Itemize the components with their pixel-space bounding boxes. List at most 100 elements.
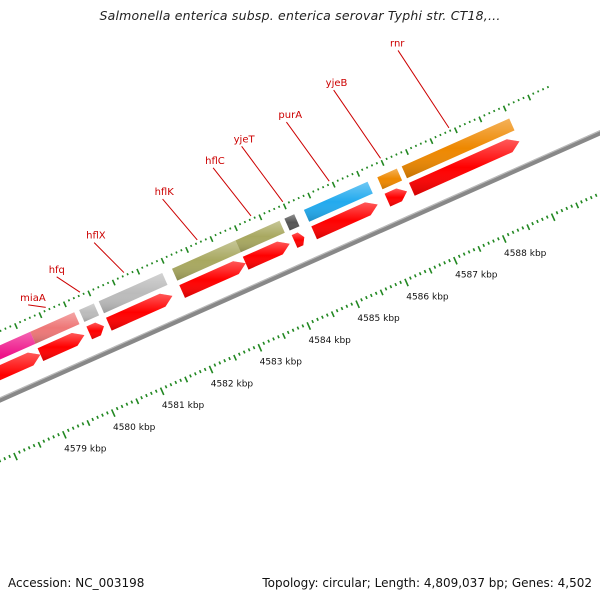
ruler-tick: [379, 289, 384, 296]
top-ruler-tick: [390, 155, 393, 158]
gene-label-miaA[interactable]: miaA: [20, 293, 46, 304]
top-ruler-tick: [185, 246, 190, 254]
ruler-tick: [501, 234, 507, 243]
ruler-tick: [106, 411, 109, 415]
ruler-tick: [3, 456, 7, 461]
top-ruler-tick: [116, 277, 119, 280]
ruler-tick: [321, 315, 324, 319]
gene-box-shade: [303, 181, 373, 222]
top-ruler-tick: [4, 327, 7, 330]
ruler-tick: [42, 439, 46, 443]
orf-arrow-shade: [86, 322, 104, 340]
top-ruler-tick: [395, 153, 398, 156]
top-ruler-tick: [541, 88, 545, 91]
top-ruler-tick: [512, 101, 515, 104]
ruler-tick: [296, 326, 300, 330]
top-ruler-tick: [453, 127, 458, 134]
top-ruler-tick: [532, 92, 535, 95]
label-callout-hfq: [56, 276, 81, 293]
gene-labels: miaA hfq hflX hflK hflC yjeT purA yjeB rnr: [20, 38, 450, 308]
top-ruler-tick: [405, 148, 409, 156]
top-ruler-tick: [9, 325, 12, 328]
orf-arrow-shade: [291, 232, 305, 248]
ruler-tick: [120, 404, 124, 409]
ruler-tick: [101, 413, 104, 417]
top-ruler-tick: [478, 116, 483, 123]
ruler-tick: [203, 367, 207, 372]
top-ruler-tick: [243, 220, 247, 224]
ruler-tick: [91, 417, 95, 422]
top-ruler-tick: [434, 135, 437, 139]
top-ruler-tick: [458, 125, 462, 128]
top-ruler-tick: [53, 305, 56, 309]
gene-box-shade: [235, 220, 285, 253]
kbp-label: 4580 kbp: [113, 423, 156, 433]
top-ruler-tick: [321, 185, 325, 189]
orf-track: [0, 139, 520, 381]
ruler-tick: [541, 217, 544, 221]
ruler-tick: [536, 219, 539, 224]
orf-arrow-shade: [106, 293, 173, 331]
ruler-tick: [262, 341, 266, 346]
top-ruler-tick: [48, 307, 51, 311]
ruler-tick: [286, 330, 290, 335]
top-ruler-tick: [449, 129, 452, 132]
ruler-tick: [291, 328, 295, 332]
ruler-tick: [125, 402, 129, 406]
top-ruler-tick: [155, 259, 159, 263]
top-ruler-tick: [326, 183, 330, 187]
top-dotted-ruler: [0, 85, 550, 333]
top-ruler-tick: [77, 294, 80, 298]
gene-label-rnr[interactable]: rnr: [390, 38, 405, 49]
top-ruler-tick: [400, 151, 403, 154]
kbp-label: 4583 kbp: [260, 358, 303, 368]
gene-label-hfq[interactable]: hfq: [49, 265, 65, 276]
label-callout-hflC: [212, 167, 252, 217]
top-ruler-tick: [146, 264, 149, 267]
ruler-tick: [247, 348, 251, 352]
top-ruler-tick: [111, 279, 116, 286]
ruler-tick: [306, 322, 312, 330]
orf-arrow-shade: [242, 241, 290, 270]
map-title: Salmonella enterica subsp. enterica sero…: [99, 8, 501, 23]
top-ruler-tick: [331, 181, 336, 188]
top-ruler-tick: [409, 146, 413, 150]
ruler-tick: [438, 263, 442, 267]
top-ruler-tick: [253, 216, 256, 219]
ruler-tick: [374, 291, 378, 295]
top-ruler-tick: [150, 262, 154, 265]
top-ruler-tick: [277, 205, 281, 209]
top-ruler-tick: [419, 142, 422, 145]
ruler-tick: [594, 193, 598, 198]
top-ruler-tick: [160, 257, 165, 264]
top-ruler-tick: [67, 299, 71, 302]
top-ruler-tick: [424, 140, 427, 143]
orf-arrow-shade: [37, 333, 85, 361]
gene-label-yjeB[interactable]: yjeB: [326, 78, 348, 89]
ruler-tick: [257, 343, 263, 352]
ruler-tick: [399, 280, 402, 285]
ruler-tick: [18, 450, 21, 454]
ruler-tick: [223, 359, 227, 363]
gene-label-hflK[interactable]: hflK: [155, 187, 175, 198]
gene-label-hflC[interactable]: hflC: [205, 156, 225, 167]
ruler-tick: [76, 424, 80, 428]
top-ruler-tick: [97, 286, 100, 289]
top-ruler-tick: [58, 303, 61, 306]
gene-label-purA[interactable]: purA: [278, 110, 302, 121]
gene-label-hflX[interactable]: hflX: [86, 231, 106, 242]
ruler-tick: [560, 208, 564, 213]
ruler-tick: [550, 213, 556, 222]
top-ruler-tick: [141, 266, 144, 269]
top-ruler-tick: [365, 166, 369, 169]
ruler-tick: [389, 285, 393, 289]
ruler-tick: [580, 200, 583, 204]
gene-box-shade: [0, 331, 36, 360]
top-ruler-tick: [219, 231, 222, 235]
kbp-label: 4585 kbp: [357, 314, 400, 324]
orf-arrow-shade: [384, 188, 407, 207]
gene-box-shade: [79, 303, 100, 322]
ruler-tick: [516, 228, 520, 232]
gene-label-yjeT[interactable]: yjeT: [234, 134, 256, 145]
ruler-tick: [86, 419, 91, 427]
